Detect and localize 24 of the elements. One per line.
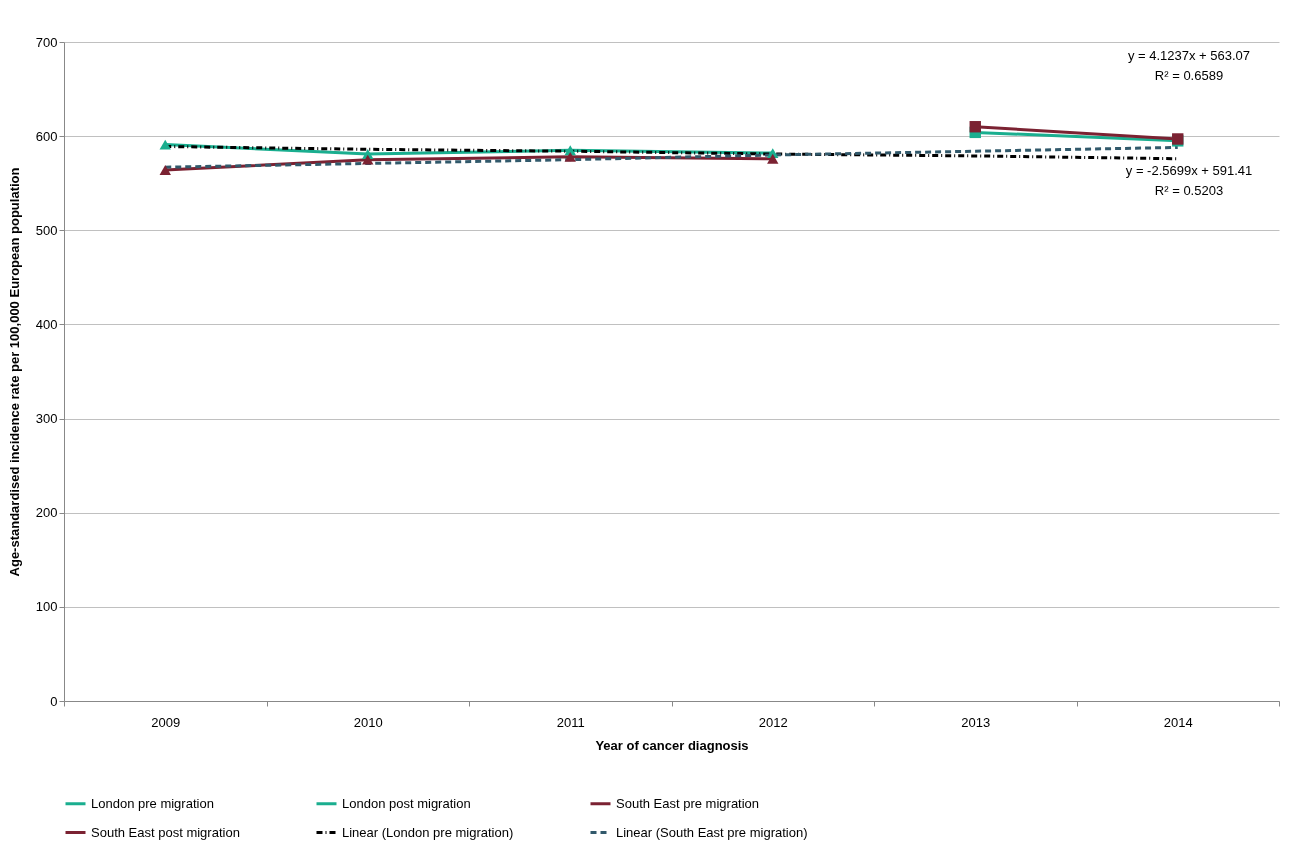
x-axis-title: Year of cancer diagnosis (595, 737, 749, 753)
x-tick-label: 2013 (961, 714, 991, 730)
y-tick-label: 400 (35, 316, 58, 332)
x-tick-label: 2014 (1163, 714, 1193, 730)
y-tick-label: 200 (35, 505, 58, 521)
y-tick-label: 0 (50, 693, 58, 709)
y-tick-label: 500 (35, 222, 58, 238)
y-tick-label: 600 (35, 128, 58, 144)
x-tick-label: 2011 (556, 714, 585, 730)
y-axis-title: Age-standardised incidence rate per 100,000 European population (6, 167, 22, 577)
legend-label: South East pre migration (616, 795, 760, 811)
y-tick-label: 700 (35, 34, 58, 50)
x-tick-label: 2012 (758, 714, 788, 730)
legend-label: London pre migration (91, 795, 214, 811)
x-tick-label: 2010 (353, 714, 383, 730)
annotation: y = -2.5699x + 591.41 R² = 0.5203 (1125, 163, 1253, 198)
legend-label: London post migration (342, 795, 471, 811)
legend-label: Linear (South East pre migration) (616, 824, 808, 840)
annotation: y = 4.1237x + 563.07 R² = 0.6589 (1127, 48, 1251, 83)
legend-label: Linear (London pre migration) (342, 824, 514, 840)
x-tick-label: 2009 (151, 714, 181, 730)
y-tick-label: 300 (35, 411, 58, 427)
legend-label: South East post migration (91, 824, 240, 840)
y-tick-label: 100 (35, 599, 58, 615)
